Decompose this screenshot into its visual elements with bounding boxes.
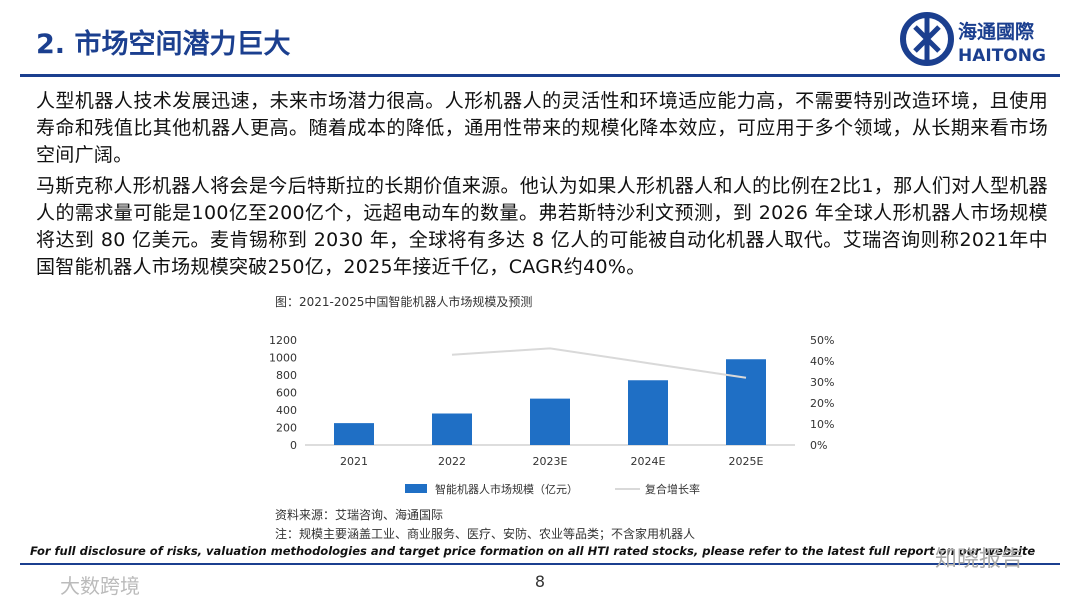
- y2-tick-label: 0%: [810, 439, 827, 452]
- y2-tick-label: 50%: [810, 334, 834, 347]
- page-number: 8: [535, 572, 545, 591]
- legend-label: 智能机器人市场规模（亿元）: [435, 482, 578, 496]
- x-tick-label: 2021: [340, 455, 368, 468]
- y2-tick-label: 20%: [810, 397, 834, 410]
- paragraph: 人型机器人技术发展迅速，未来市场潜力很高。人形机器人的灵活性和环境适应能力高，不…: [36, 90, 1048, 166]
- bar: [628, 380, 668, 445]
- paragraph: 马斯克称人形机器人将会是今后特斯拉的长期价值来源。他认为如果人形机器人和人的比例…: [36, 175, 1048, 278]
- logo-emblem: [913, 18, 941, 60]
- slide-title: 2. 市场空间潜力巨大: [36, 29, 291, 60]
- legend-label: 复合增长率: [645, 482, 700, 496]
- x-tick-label: 2023E: [533, 455, 568, 468]
- y2-tick-label: 30%: [810, 376, 834, 389]
- disclaimer: For full disclosure of risks, valuation …: [30, 544, 1035, 558]
- x-tick-label: 2022: [438, 455, 466, 468]
- logo: 海通國際 HAITONG: [900, 12, 1046, 66]
- legend-swatch: [405, 484, 427, 493]
- line: [451, 347, 747, 379]
- bar: [530, 398, 570, 445]
- y-tick-label: 1000: [269, 352, 297, 365]
- bar: [432, 413, 472, 445]
- watermark: 大数跨境: [60, 574, 140, 598]
- watermark: 知晓报告: [935, 547, 1023, 572]
- y-tick-label: 0: [290, 439, 297, 452]
- logo-en: HAITONG: [958, 46, 1046, 66]
- bar: [726, 359, 766, 445]
- chart-title: 图：2021-2025中国智能机器人市场规模及预测: [275, 294, 532, 309]
- note: 注：规模主要涵盖工业、商业服务、医疗、安防、农业等品类；不含家用机器人: [275, 526, 695, 541]
- y-tick-label: 600: [276, 387, 297, 400]
- bar: [334, 423, 374, 445]
- logo-emblem: [900, 12, 954, 66]
- x-tick-label: 2024E: [631, 455, 666, 468]
- x-tick-label: 2025E: [729, 455, 764, 468]
- y-tick-label: 1200: [269, 334, 297, 347]
- y2-tick-label: 10%: [810, 418, 834, 431]
- logo-cn: 海通國際: [958, 20, 1035, 43]
- y-tick-label: 200: [276, 422, 297, 435]
- y-tick-label: 800: [276, 369, 297, 382]
- y2-tick-label: 40%: [810, 355, 834, 368]
- header-rule: [20, 74, 1060, 77]
- y-tick-label: 400: [276, 404, 297, 417]
- source: 资料来源：艾瑞咨询、海通国际: [275, 507, 443, 522]
